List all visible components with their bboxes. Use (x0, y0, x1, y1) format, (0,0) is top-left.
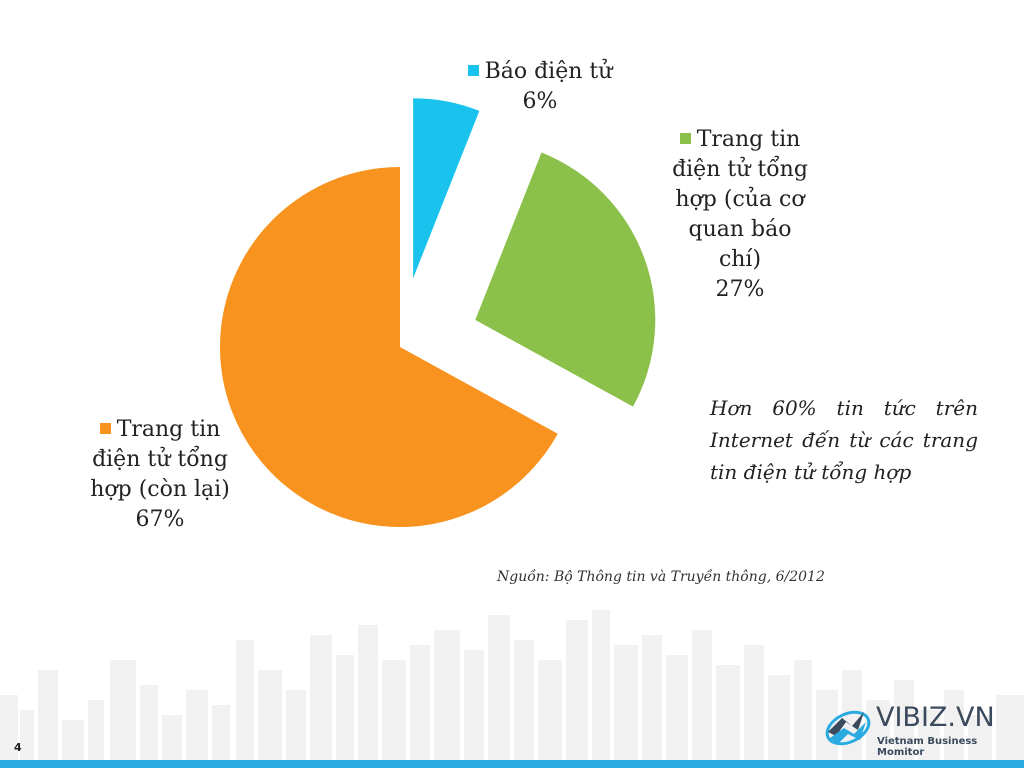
slice-label-bao-dien-tu: Báo điện tử 6% (440, 57, 640, 117)
slice-label-bao-line-1: Báo điện tử (484, 59, 613, 84)
vibiz-logo-tagline: Vietnam Business Momitor (877, 736, 978, 758)
pie-slice-tonghop-conlai (220, 167, 558, 528)
slice-label-cqbc-line-4: quan báo (688, 217, 792, 242)
slice-label-tonghop-cqbc: Trang tin điện tử tổng hợp (của cơ quan … (650, 125, 830, 305)
slice-value-tonghop-cqbc: 27% (715, 277, 765, 302)
slice-label-cqbc-line-2: điện tử tổng (672, 157, 808, 182)
slice-value-bao: 6% (522, 89, 558, 114)
legend-marker-bao (467, 65, 479, 76)
bottom-accent-bar (0, 760, 1024, 768)
chart-annotation: Hơn 60% tin tức trên Internet đến từ các… (710, 396, 978, 484)
pie-chart (220, 98, 656, 528)
pie-slice-bao-dien-tu (413, 98, 480, 279)
slice-label-cqbc-line-3: hợp (của cơ (675, 187, 805, 212)
slice-label-conlai-line-2: điện tử tổng (92, 447, 228, 472)
slice-label-conlai-line-1: Trang tin (116, 417, 221, 442)
legend-marker-tonghop-cqbc (679, 133, 691, 144)
source-citation: Nguồn: Bộ Thông tin và Truyền thông, 6/2… (497, 569, 825, 585)
legend-marker-tonghop-conlai (99, 423, 111, 434)
page-number: 4 (14, 741, 22, 754)
pie-slice-tonghop-cqbc (475, 152, 656, 407)
city-skyline-background (0, 610, 1024, 760)
slice-label-cqbc-line-1: Trang tin (696, 127, 801, 152)
vibiz-globe-icon (825, 710, 871, 746)
vibiz-logo-text: VIBIZ.VN (876, 702, 995, 733)
slice-label-tonghop-conlai: Trang tin điện tử tổng hợp (còn lại) 67% (60, 415, 260, 535)
slice-label-cqbc-line-5: chí) (718, 247, 762, 272)
slice-value-tonghop-conlai: 67% (135, 507, 185, 532)
slice-label-conlai-line-3: hợp (còn lại) (90, 477, 230, 502)
